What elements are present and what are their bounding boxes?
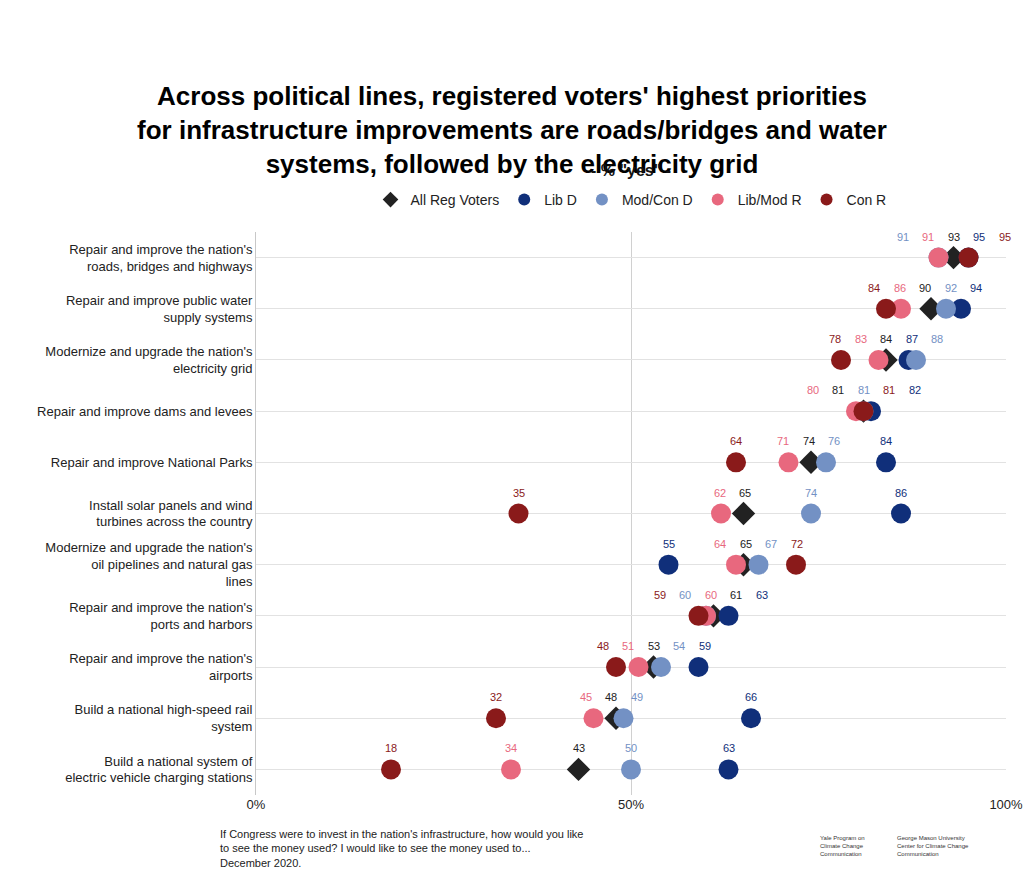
- svg-text:48: 48: [605, 691, 617, 703]
- svg-text:83: 83: [855, 333, 867, 345]
- svg-text:64: 64: [730, 435, 742, 447]
- svg-text:Modernize and upgrade the nati: Modernize and upgrade the nation'selectr…: [45, 344, 253, 376]
- svg-text:Install solar panels and windt: Install solar panels and windturbines ac…: [89, 498, 253, 530]
- svg-text:53: 53: [648, 640, 660, 652]
- svg-text:60: 60: [679, 589, 691, 601]
- svg-text:92: 92: [945, 282, 957, 294]
- svg-text:Repair and improve the nation': Repair and improve the nation'sports and…: [69, 600, 253, 632]
- svg-text:61: 61: [730, 589, 742, 601]
- svg-text:45: 45: [580, 691, 592, 703]
- svg-text:81: 81: [832, 384, 844, 396]
- svg-text:50%: 50%: [618, 797, 644, 812]
- svg-text:81: 81: [858, 384, 870, 396]
- svg-text:95: 95: [973, 231, 985, 243]
- svg-text:67: 67: [765, 538, 777, 550]
- svg-text:82: 82: [909, 384, 921, 396]
- svg-text:91: 91: [922, 231, 934, 243]
- svg-text:All Reg Voters: All Reg Voters: [411, 192, 500, 208]
- svg-text:64: 64: [714, 538, 726, 550]
- svg-text:100%: 100%: [989, 797, 1023, 812]
- svg-text:Yale Program onClimate ChangeC: Yale Program onClimate ChangeCommunicati…: [820, 835, 865, 857]
- svg-text:Lib D: Lib D: [544, 192, 577, 208]
- svg-text:62: 62: [714, 487, 726, 499]
- svg-text:51: 51: [622, 640, 634, 652]
- svg-text:95: 95: [999, 231, 1011, 243]
- svg-text:86: 86: [894, 282, 906, 294]
- svg-text:72: 72: [791, 538, 803, 550]
- svg-text:81: 81: [883, 384, 895, 396]
- svg-text:George Mason UniversityCenter: George Mason UniversityCenter for Climat…: [897, 835, 969, 857]
- svg-text:71: 71: [777, 435, 789, 447]
- svg-text:59: 59: [699, 640, 711, 652]
- svg-text:18: 18: [385, 742, 397, 754]
- svg-text:78: 78: [829, 333, 841, 345]
- svg-text:60: 60: [705, 589, 717, 601]
- svg-text:Con R: Con R: [847, 192, 887, 208]
- svg-text:34: 34: [505, 742, 517, 754]
- svg-text:If Congress were to invest in: If Congress were to invest in the nation…: [220, 828, 583, 869]
- svg-text:Repair and improve National Pa: Repair and improve National Parks: [51, 455, 253, 470]
- svg-text:88: 88: [931, 333, 943, 345]
- svg-text:Repair and improve public wate: Repair and improve public watersupply sy…: [66, 293, 253, 325]
- svg-text:49: 49: [631, 691, 643, 703]
- svg-text:Build a national high-speed ra: Build a national high-speed railsystem: [75, 702, 253, 734]
- svg-text:80: 80: [807, 384, 819, 396]
- svg-text:Mod/Con D: Mod/Con D: [622, 192, 693, 208]
- svg-text:Repair and improve dams and le: Repair and improve dams and levees: [37, 404, 253, 419]
- svg-text:76: 76: [828, 435, 840, 447]
- svg-text:84: 84: [880, 435, 892, 447]
- svg-text:48: 48: [597, 640, 609, 652]
- svg-text:Repair and improve the nation': Repair and improve the nation'sroads, br…: [69, 242, 253, 274]
- svg-text:65: 65: [740, 538, 752, 550]
- svg-text:Across political lines, regist: Across political lines, registered voter…: [137, 81, 887, 179]
- svg-text:54: 54: [673, 640, 685, 652]
- svg-text:35: 35: [513, 487, 525, 499]
- svg-text:43: 43: [573, 742, 585, 754]
- svg-text:84: 84: [868, 282, 880, 294]
- svg-text:87: 87: [906, 333, 918, 345]
- svg-text:59: 59: [654, 589, 666, 601]
- svg-text:63: 63: [723, 742, 735, 754]
- svg-text:74: 74: [805, 487, 817, 499]
- svg-text:65: 65: [739, 487, 751, 499]
- svg-text:Repair and improve the nation': Repair and improve the nation'sairports: [69, 651, 253, 683]
- svg-text:66: 66: [745, 691, 757, 703]
- svg-text:Modernize and upgrade the nati: Modernize and upgrade the nation'soil pi…: [45, 540, 253, 589]
- svg-text:94: 94: [970, 282, 982, 294]
- svg-text:0%: 0%: [247, 797, 266, 812]
- svg-text:63: 63: [756, 589, 768, 601]
- svg-text:Lib/Mod R: Lib/Mod R: [738, 192, 802, 208]
- svg-text:74: 74: [803, 435, 815, 447]
- svg-text:Build a national system ofelec: Build a national system ofelectric vehic…: [65, 754, 253, 786]
- svg-text:86: 86: [895, 487, 907, 499]
- svg-text:84: 84: [880, 333, 892, 345]
- svg-text:91: 91: [897, 231, 909, 243]
- svg-text:55: 55: [663, 538, 675, 550]
- svg-text:- % "yes" -: - % "yes" -: [591, 162, 671, 179]
- svg-text:93: 93: [948, 231, 960, 243]
- svg-text:50: 50: [625, 742, 637, 754]
- svg-text:32: 32: [490, 691, 502, 703]
- svg-text:90: 90: [919, 282, 931, 294]
